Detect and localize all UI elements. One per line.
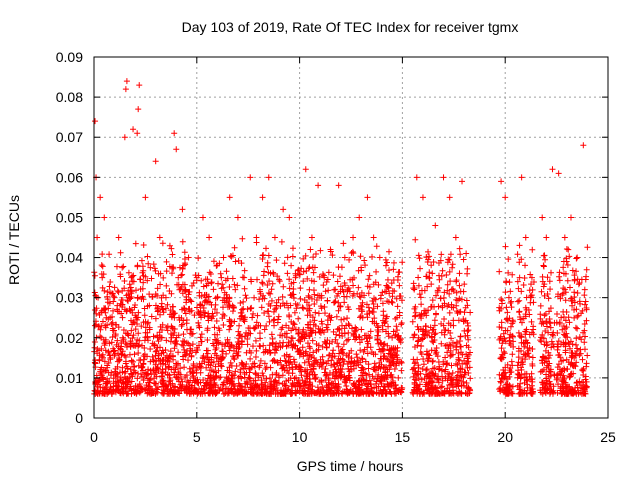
data-point (580, 142, 587, 149)
data-point (549, 166, 556, 173)
data-point (335, 182, 342, 189)
x-tick-label: 15 (395, 429, 411, 445)
data-point (171, 130, 178, 137)
data-point (115, 234, 122, 241)
data-points (91, 78, 591, 397)
data-point (364, 194, 371, 201)
data-point (440, 174, 447, 181)
data-point (92, 118, 99, 125)
data-point (522, 234, 529, 241)
data-point (446, 194, 453, 201)
data-point (356, 214, 363, 221)
tick-labels: 0 5 10 15 20 25 0 0.01 0.02 0.03 0.04 0.05 0.06 0.07 0… (56, 49, 616, 445)
data-point (463, 250, 470, 257)
x-axis-label: GPS time / hours (297, 458, 404, 474)
data-point (199, 214, 206, 221)
data-point (121, 134, 128, 141)
data-point (135, 106, 142, 113)
data-point (271, 234, 278, 241)
data-point (152, 158, 159, 165)
data-point (280, 206, 287, 213)
chart-title: Day 103 of 2019, Rate Of TEC Index for r… (182, 19, 519, 35)
data-point (419, 194, 426, 201)
data-point (206, 234, 213, 241)
data-point (130, 126, 137, 133)
data-point (341, 254, 348, 261)
data-point (395, 374, 402, 381)
x-tick-label: 10 (292, 429, 308, 445)
y-tick-label: 0.05 (56, 209, 83, 225)
data-point (376, 254, 383, 261)
data-point (185, 254, 192, 261)
data-point (561, 234, 568, 241)
data-point (122, 86, 129, 93)
data-point (528, 274, 535, 281)
data-point (574, 254, 581, 261)
data-point (101, 214, 108, 221)
y-tick-label: 0.07 (56, 129, 83, 145)
data-point (543, 234, 550, 241)
x-tick-label: 25 (600, 429, 616, 445)
y-axis-label: ROTI / TECUs (6, 195, 22, 285)
data-point (308, 234, 315, 241)
x-tick-label: 0 (90, 429, 98, 445)
data-point (286, 214, 293, 221)
data-point (502, 194, 509, 201)
data-point (173, 146, 180, 153)
data-point (459, 178, 466, 185)
y-tick-label: 0.01 (56, 370, 83, 386)
y-tick-label: 0.06 (56, 169, 83, 185)
data-point (518, 174, 525, 181)
y-tick-label: 0.04 (56, 250, 83, 266)
data-point (432, 222, 439, 229)
data-point (97, 194, 104, 201)
data-point (111, 294, 118, 301)
data-point (179, 206, 186, 213)
data-point (220, 254, 227, 261)
data-point (413, 174, 420, 181)
y-tick-label: 0.03 (56, 290, 83, 306)
data-point (350, 234, 357, 241)
y-tick-label: 0.08 (56, 89, 83, 105)
data-point (539, 214, 546, 221)
axis-ticks (93, 56, 609, 419)
data-point (259, 194, 266, 201)
data-point (142, 194, 149, 201)
data-point (226, 194, 233, 201)
x-tick-label: 5 (193, 429, 201, 445)
data-point (452, 234, 459, 241)
data-point (234, 214, 241, 221)
x-tick-label: 20 (497, 429, 513, 445)
data-point (315, 182, 322, 189)
data-point (265, 174, 272, 181)
data-point (302, 166, 309, 173)
data-point (156, 234, 163, 241)
data-point (555, 170, 562, 177)
data-point (247, 174, 254, 181)
data-point (382, 262, 389, 269)
y-tick-label: 0.09 (56, 49, 83, 65)
data-point (370, 234, 377, 241)
plot-frame (93, 56, 609, 419)
data-point (123, 78, 130, 85)
data-point (134, 130, 141, 137)
data-point (136, 82, 143, 89)
y-tick-label: 0 (75, 410, 83, 426)
data-point (389, 334, 396, 341)
data-point (94, 234, 101, 241)
y-tick-label: 0.02 (56, 330, 83, 346)
data-point (498, 178, 505, 185)
data-point (567, 214, 574, 221)
